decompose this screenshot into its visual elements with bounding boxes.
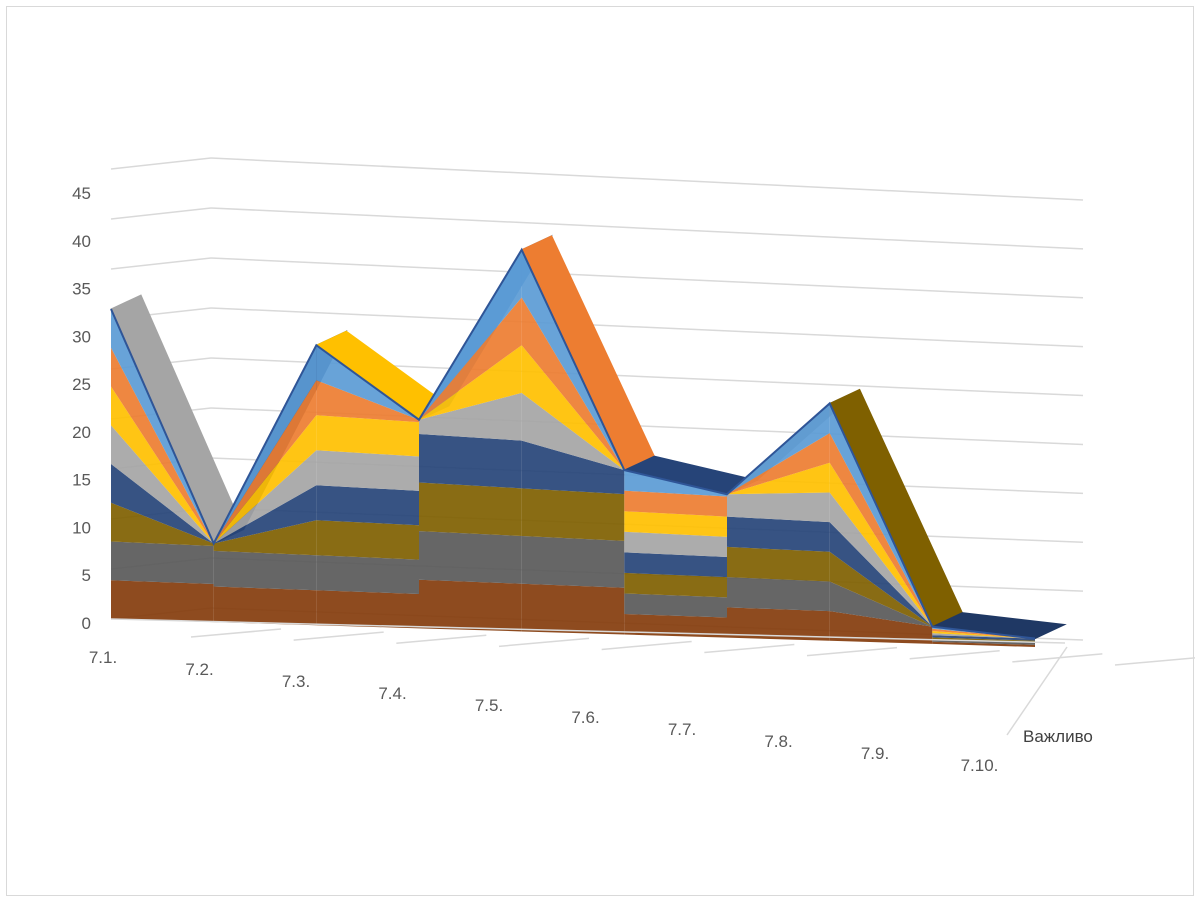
surface-band [111, 347, 214, 544]
surface-band [829, 433, 933, 627]
label-layer: 0 5 10 15 20 25 30 35 40 45 7.1. 7.2. 7.3. 7.4. 7.5. 7.… [72, 184, 1093, 775]
z-tick-label: 45 [72, 184, 91, 203]
surface-band [316, 520, 419, 560]
category-label-79: 7.9. [861, 744, 889, 763]
surface-band [111, 425, 214, 544]
surface-band [624, 511, 727, 537]
surface-band [829, 551, 933, 627]
floor-line [498, 637, 590, 648]
surface-band [932, 641, 1035, 647]
floor-line [806, 646, 898, 657]
surface-band [419, 392, 522, 441]
floor-line [190, 628, 282, 638]
depth-axis-line [1006, 646, 1068, 736]
floor-line [1012, 653, 1103, 663]
category-label-78: 7.8. [764, 732, 792, 751]
surface-band [727, 546, 830, 582]
category-label-75: 7.5. [475, 696, 503, 715]
floor-line [1114, 657, 1195, 666]
surface-band [316, 555, 419, 594]
surface-band [624, 593, 727, 618]
surface-band [727, 492, 830, 523]
category-label-76: 7.6. [571, 708, 599, 727]
surface-band [316, 450, 419, 491]
category-label-72: 7.2. [185, 660, 213, 679]
gridline-side [110, 207, 212, 220]
surface-band [624, 552, 727, 578]
surface-band [727, 433, 830, 495]
surface-band [213, 520, 317, 556]
category-label-73: 7.3. [282, 672, 310, 691]
surface-band [316, 485, 419, 526]
surface-band [932, 633, 1035, 639]
gridline-back [210, 257, 1084, 299]
surface-band [316, 415, 419, 457]
surface-band [419, 579, 522, 632]
surface-band [111, 502, 214, 546]
surface-band [727, 516, 830, 552]
surface-band [213, 415, 317, 544]
gridline-back [210, 157, 1084, 201]
surface-chart: 0 5 10 15 20 25 30 35 40 45 7.1. 7.2. 7.3. 7.4. 7.5. 7.… [72, 157, 1195, 775]
surface-band [213, 485, 317, 544]
surface-band [316, 590, 419, 629]
category-label-710: 7.10. [961, 756, 999, 775]
surface-band [419, 482, 522, 537]
gridline-back [210, 307, 1084, 348]
surface-layer [110, 234, 1067, 647]
chart-area: 0 5 10 15 20 25 30 35 40 45 7.1. 7.2. 7.3. 7.4. 7.5. 7.… [6, 6, 1195, 896]
surface-band [932, 630, 1035, 639]
surface-band [111, 386, 214, 544]
surface-band [624, 572, 727, 598]
surface-band [213, 380, 317, 544]
z-tick-label: 10 [72, 518, 91, 537]
floor-line [396, 634, 487, 644]
z-tick-label: 5 [82, 566, 91, 585]
z-tick-label: 30 [72, 327, 91, 346]
category-label-74: 7.4. [378, 684, 406, 703]
surface-band [829, 462, 933, 627]
category-label-77: 7.7. [668, 720, 696, 739]
floor-line [704, 643, 795, 654]
z-tick-label: 0 [82, 614, 91, 633]
z-tick-label: 20 [72, 423, 91, 442]
gridline-back [210, 207, 1084, 250]
surface-band [316, 380, 419, 423]
z-tick-label: 25 [72, 375, 91, 394]
series-label: Важливо [1023, 727, 1093, 746]
surface-band [624, 614, 727, 638]
surface-band [727, 577, 830, 612]
surface-ridge-Важливо [110, 247, 1036, 640]
surface-band [111, 541, 214, 585]
x-axis-line [110, 618, 1066, 644]
surface-band [624, 531, 727, 557]
floor-line [601, 640, 692, 651]
surface-band [932, 635, 1035, 641]
surface-band [111, 464, 214, 544]
surface-band [213, 550, 317, 591]
surface-band [213, 586, 317, 626]
floor-line [909, 650, 1000, 660]
z-tick-label: 15 [72, 471, 91, 490]
surface-band [829, 611, 933, 644]
surface-band [419, 433, 522, 489]
surface-band [419, 531, 522, 584]
z-tick-label: 40 [72, 232, 91, 251]
gridline-side [110, 257, 212, 270]
surface-band [727, 607, 830, 641]
gridline-side [110, 157, 212, 170]
surface-band [521, 440, 625, 495]
surface-band [521, 536, 625, 588]
floor-line [293, 631, 384, 641]
surface-band [624, 490, 727, 517]
surface-band [111, 580, 214, 623]
z-tick-label: 35 [72, 280, 91, 299]
axis-layer [110, 618, 1068, 736]
surface-band [727, 462, 830, 495]
category-label-71: 7.1. [89, 648, 117, 667]
surface-band [521, 583, 625, 635]
surface-band [521, 488, 625, 541]
surface-band [213, 450, 317, 544]
